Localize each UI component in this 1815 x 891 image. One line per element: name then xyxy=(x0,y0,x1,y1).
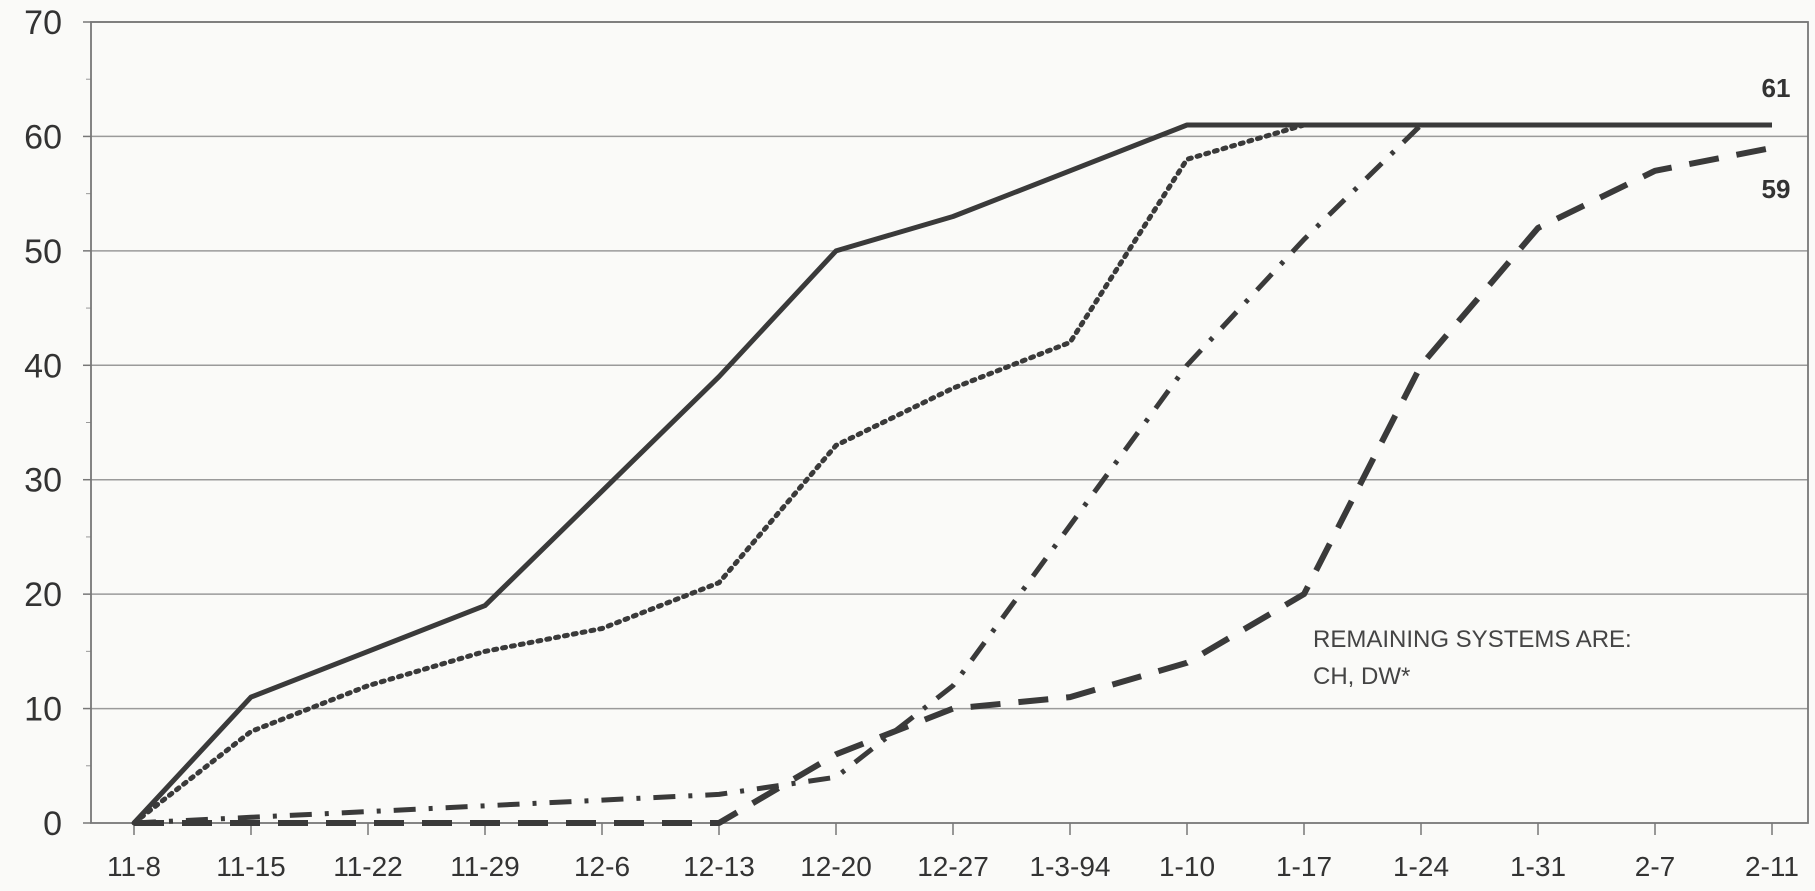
annotation-line-1: REMAINING SYSTEMS ARE: xyxy=(1313,626,1632,653)
y-tick-label-20: 20 xyxy=(24,576,62,614)
x-tick-label-11-22: 11-22 xyxy=(333,851,403,882)
y-tick-label-30: 30 xyxy=(24,462,62,500)
x-tick-label-1-3-94: 1-3-94 xyxy=(1030,851,1111,882)
annotation-line-2: CH, DW* xyxy=(1313,663,1410,690)
y-tick-label-40: 40 xyxy=(24,347,62,385)
x-tick-label-12-27: 12-27 xyxy=(917,851,989,882)
series-line-dashdot xyxy=(133,123,1423,826)
x-tick-label-2-11: 2-11 xyxy=(1745,851,1799,882)
y-tick-label-50: 50 xyxy=(24,233,62,271)
annotation: REMAINING SYSTEMS ARE: CH, DW* xyxy=(1313,626,1632,690)
x-tick-label-11-29: 11-29 xyxy=(450,851,520,882)
y-tick-label-10: 10 xyxy=(24,691,62,729)
end-label-59: 59 xyxy=(1762,174,1791,204)
plot-frame xyxy=(90,21,1809,824)
end-labels: 61 59 xyxy=(1762,73,1791,204)
y-tick-label-60: 60 xyxy=(24,118,62,156)
y-tick-label-70: 70 xyxy=(24,4,62,42)
x-tick-label-2-7: 2-7 xyxy=(1635,851,1675,882)
series-lines xyxy=(131,122,1773,826)
x-tick-label-11-8: 11-8 xyxy=(107,851,161,882)
x-tick-label-1-31: 1-31 xyxy=(1510,851,1566,882)
y-tick-labels: 0 10 20 30 40 50 60 70 xyxy=(24,4,62,843)
x-tick-label-1-24: 1-24 xyxy=(1393,851,1449,882)
x-tick-label-1-17: 1-17 xyxy=(1276,851,1332,882)
x-tick-label-12-6: 12-6 xyxy=(574,851,630,882)
x-tick-labels: 11-8 11-15 11-22 11-29 12-6 12-13 12-20 12-27 1-… xyxy=(107,851,1799,882)
series-line-solid xyxy=(132,122,1772,825)
y-tick-label-0: 0 xyxy=(43,805,62,843)
x-tick-label-11-15: 11-15 xyxy=(216,851,286,882)
series-line-longdash xyxy=(134,144,1773,826)
x-tick-label-12-13: 12-13 xyxy=(683,851,755,882)
x-tick-label-1-10: 1-10 xyxy=(1159,851,1215,882)
x-tick-label-12-20: 12-20 xyxy=(800,851,872,882)
series-line-dotted xyxy=(131,122,1424,826)
end-label-61: 61 xyxy=(1762,73,1791,103)
